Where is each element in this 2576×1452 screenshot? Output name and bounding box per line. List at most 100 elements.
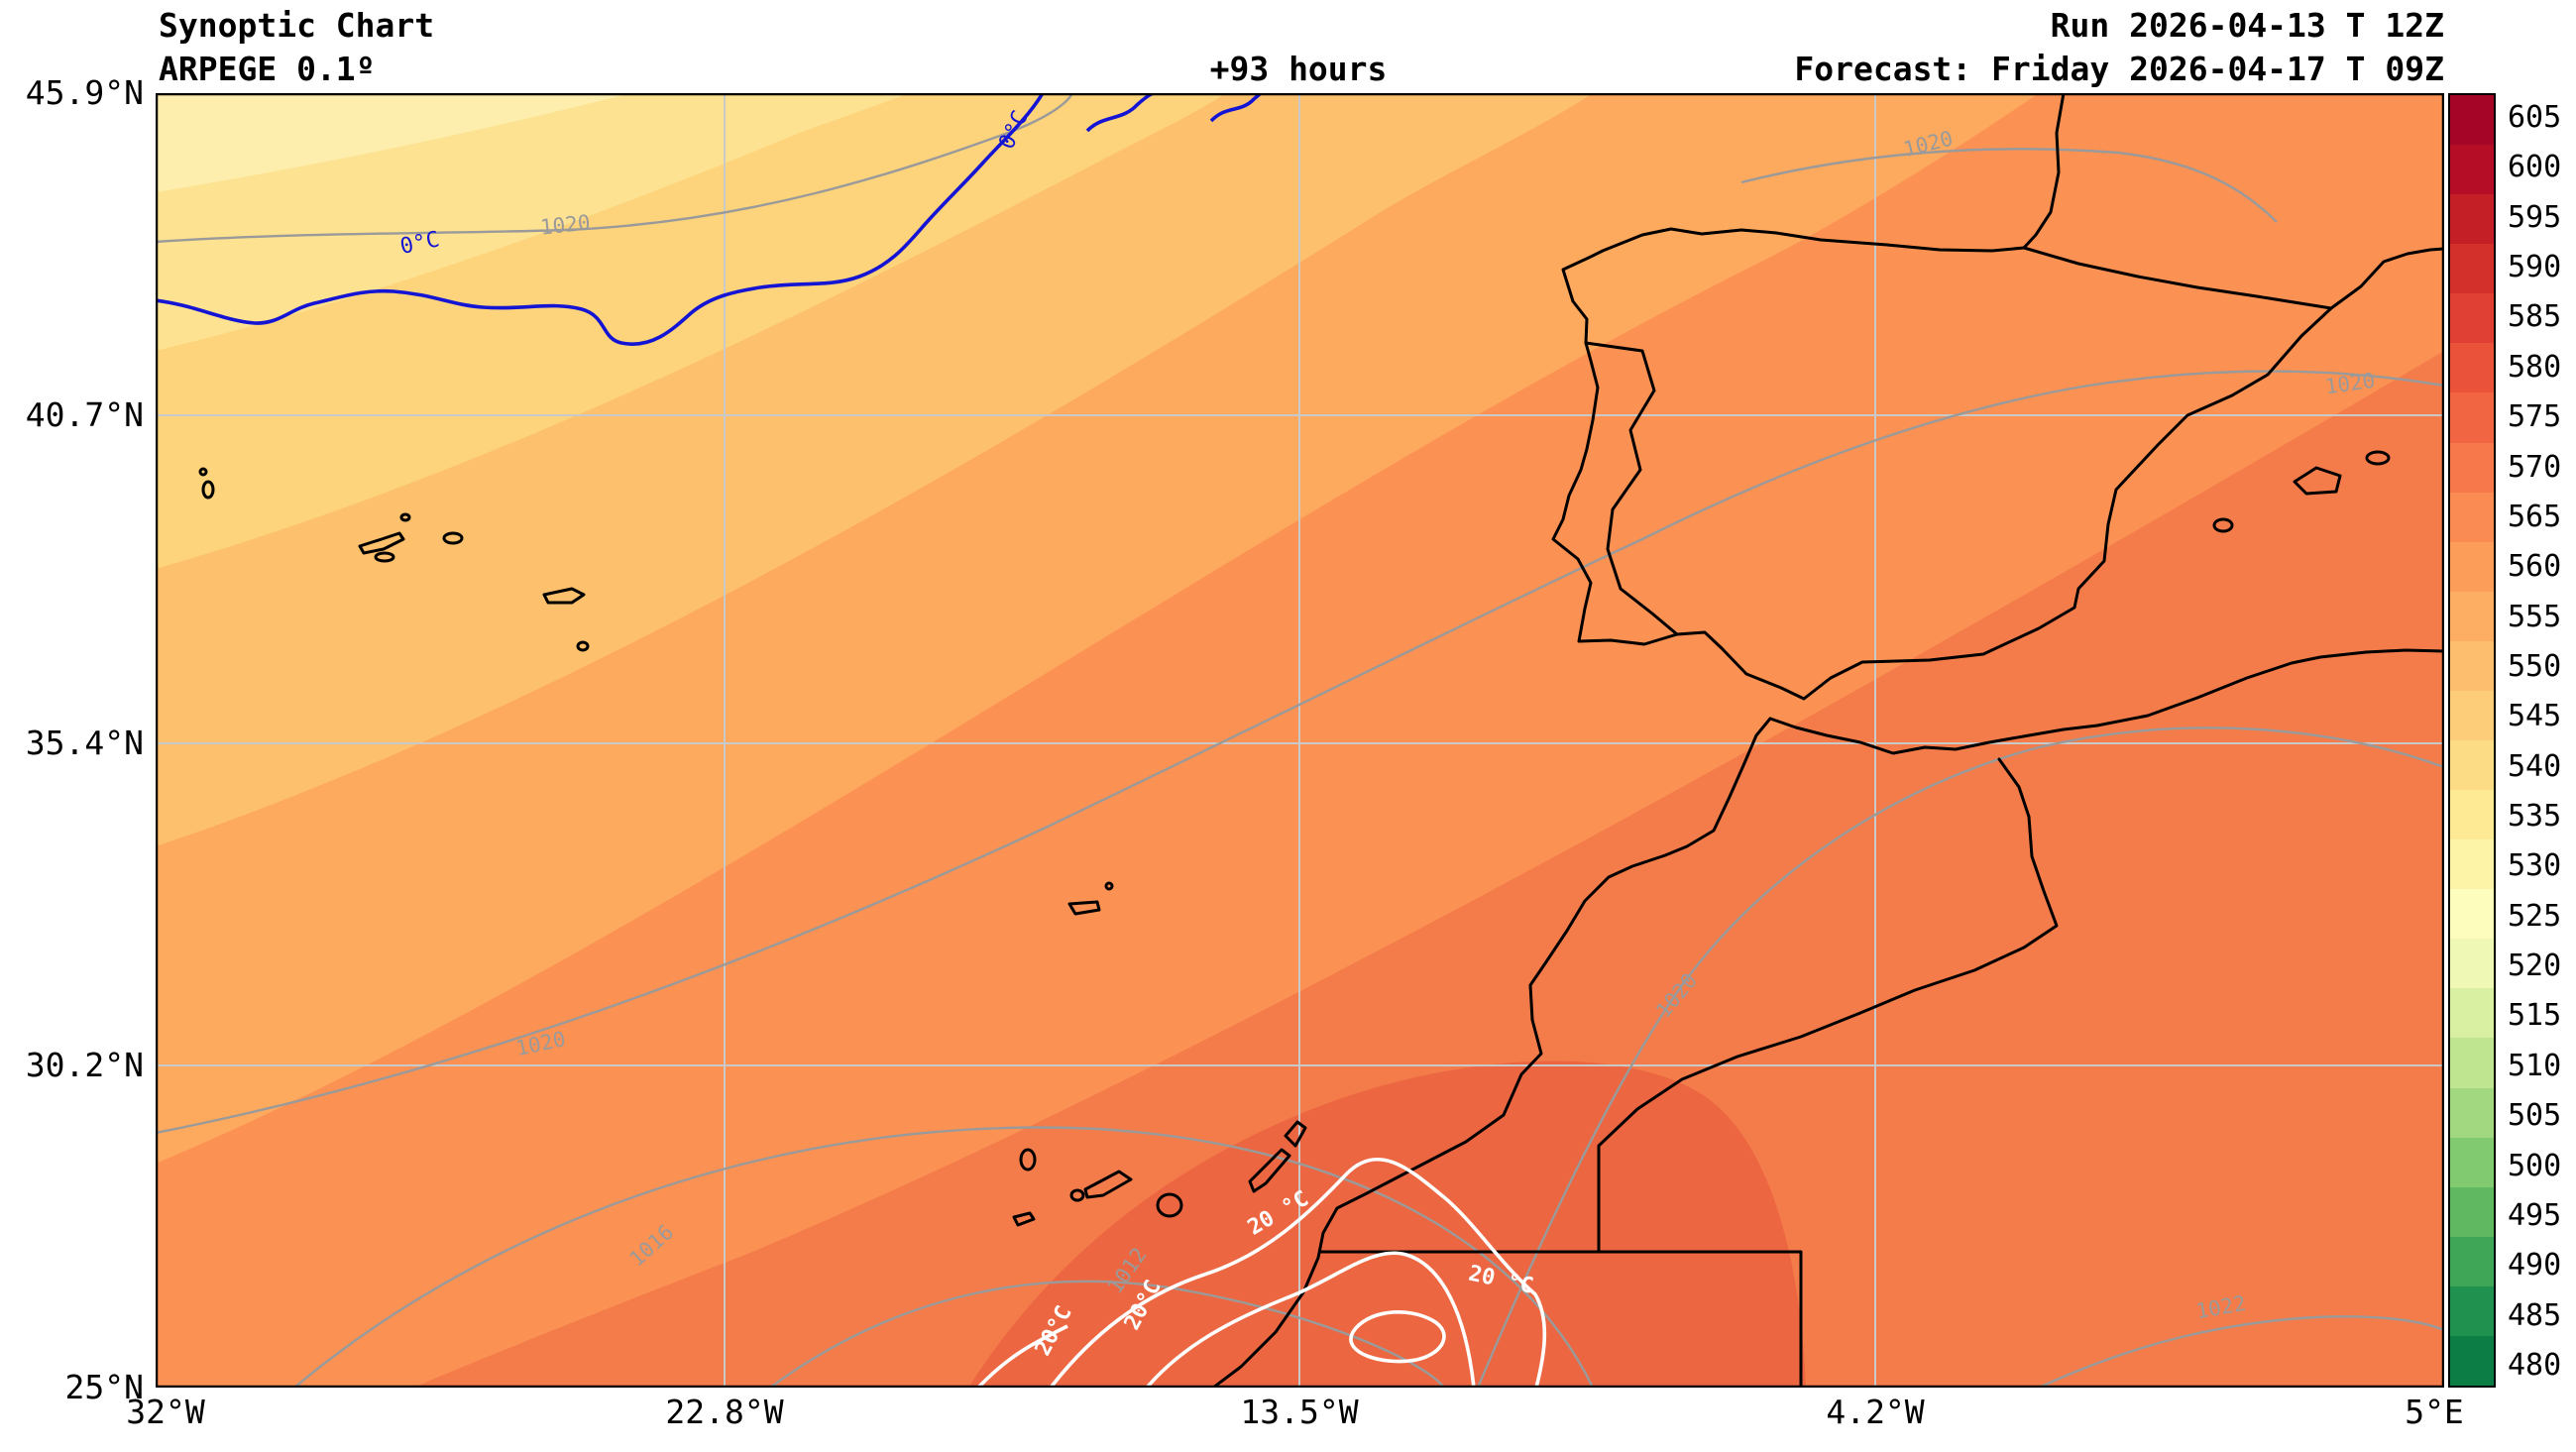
plot-frame: [156, 93, 2444, 1388]
island-graciosa: [399, 512, 411, 522]
coastline-iberia: [1551, 227, 2333, 701]
colorbar-tick-label: 490: [2508, 1248, 2562, 1284]
colorbar-band: [2450, 939, 2494, 989]
colorbar-band: [2450, 541, 2494, 592]
colorbar-band: [2450, 1137, 2494, 1187]
isobar-1020-west: [156, 370, 2444, 1135]
x-tick-13-5w: 13.5°W: [1240, 1393, 1359, 1431]
run-label: Run 2026-04-13 T 12Z: [2050, 6, 2444, 45]
island-flores: [201, 480, 215, 500]
x-tick-22-8w: 22.8°W: [665, 1393, 784, 1431]
colorbar-tick-label: 480: [2508, 1347, 2562, 1383]
colorbar-tick-label: 600: [2508, 150, 2562, 185]
isotherm-0c-segment-b: [1209, 93, 1263, 123]
coastlines-borders: [198, 93, 2444, 1388]
isotherm-20c: [976, 1157, 1547, 1388]
island-mallorca: [2293, 466, 2342, 496]
isobar-1020-northeast: [1740, 148, 2278, 223]
colorbar-tick-label: 550: [2508, 648, 2562, 684]
graticule-grid: [156, 93, 2444, 1388]
colorbar-band: [2450, 1186, 2494, 1237]
island-faial-sao-jorge: [358, 531, 405, 555]
colorbar-tick-label: 540: [2508, 748, 2562, 784]
islands-madeira: [1067, 881, 1114, 916]
forecast-label: Forecast: Friday 2026-04-17 T 09Z: [1794, 50, 2444, 88]
isobar-1022: [2038, 1315, 2444, 1388]
island-santa-maria: [576, 640, 590, 652]
colorbar-band: [2450, 95, 2494, 146]
colorbar-band: [2450, 591, 2494, 641]
colorbar-band: [2450, 640, 2494, 691]
colorbar-band: [2450, 293, 2494, 344]
colorbar-band: [2450, 1087, 2494, 1138]
isobar-1020-south: [1476, 726, 2444, 1388]
colorbar-band: [2450, 194, 2494, 245]
colorbar-band: [2450, 839, 2494, 890]
colorbar-tick-label: 505: [2508, 1098, 2562, 1134]
colorbar-tick-label: 510: [2508, 1048, 2562, 1083]
island-lanzarote: [1284, 1120, 1307, 1148]
isobar-labels: 1020 1020 1020 1020 1020 1016 1012 1022: [513, 126, 2376, 1323]
x-tick-5e: 5°E: [2405, 1393, 2464, 1431]
colorbar-tick-label: 575: [2508, 399, 2562, 435]
island-corvo: [198, 467, 208, 477]
colorbar-tick-label: 535: [2508, 799, 2562, 835]
synoptic-map: 1020 1020 1020 1020 1020 1016 1012 1022 …: [156, 93, 2444, 1388]
colorbar-tick-label: 520: [2508, 949, 2562, 984]
island-el-hierro: [1012, 1211, 1036, 1227]
y-tick-25n: 25°N: [64, 1368, 144, 1406]
colorbar-tick-label: 555: [2508, 599, 2562, 634]
colorbar-band: [2450, 442, 2494, 493]
colorbar-ticks: 605 600 595 590 585 580 575 570 565 560 555 550 545 5…: [2508, 93, 2561, 1388]
colorbar-tick-label: 495: [2508, 1197, 2562, 1233]
border-portugal-spain: [1584, 341, 1679, 636]
lead-time-label: +93 hours: [1209, 50, 1388, 88]
isotherm-20c-inner: [1145, 1251, 1476, 1388]
island-sao-miguel: [542, 587, 586, 605]
isobar-label-1020-d: 1020: [539, 210, 592, 239]
island-terceira: [442, 531, 464, 545]
page-title: Synoptic Chart: [159, 6, 435, 45]
coastline-morocco-atlantic: [1211, 717, 1772, 1388]
colorbar-tick-label: 500: [2508, 1148, 2562, 1183]
colorbar-tick-label: 570: [2508, 449, 2562, 485]
colorbar-band: [2450, 145, 2494, 195]
island-tenerife: [1083, 1170, 1133, 1199]
island-ibiza: [2212, 517, 2234, 533]
colorbar: [2448, 93, 2496, 1388]
colorbar-tick-label: 515: [2508, 998, 2562, 1034]
islands-balearic: [2212, 450, 2391, 533]
islands-azores: [198, 467, 590, 652]
colorbar-tick-label: 595: [2508, 199, 2562, 235]
x-tick-32w: 32°W: [126, 1393, 205, 1431]
colorbar-tick-label: 580: [2508, 349, 2562, 385]
colorbar-band: [2450, 690, 2494, 741]
colorbar-band: [2450, 1038, 2494, 1088]
isotherm-0c-main: [156, 93, 1045, 346]
isotherm-20c-loop: [1349, 1310, 1446, 1364]
map-plot-area: 1020 1020 1020 1020 1020 1016 1012 1022 …: [156, 93, 2444, 1388]
island-la-palma: [1019, 1148, 1037, 1172]
y-tick-30-2n: 30.2°N: [25, 1046, 144, 1084]
colorbar-band: [2450, 889, 2494, 940]
colorbar-tick-label: 530: [2508, 848, 2562, 884]
colorbar-tick-label: 560: [2508, 549, 2562, 585]
colorbar-band: [2450, 740, 2494, 791]
y-tick-40-7n: 40.7°N: [25, 395, 144, 434]
field-band-1: [156, 93, 631, 192]
island-madeira: [1067, 900, 1101, 916]
island-fuerteventura: [1248, 1148, 1291, 1193]
colorbar-tick-label: 605: [2508, 100, 2562, 135]
colorbar-tick-label: 565: [2508, 499, 2562, 534]
coastline-france-mediterranean: [2329, 247, 2444, 310]
isotherm-20c-tail: [976, 1324, 1068, 1388]
coastline-africa-mediterranean: [1768, 648, 2444, 755]
island-gran-canaria: [1156, 1192, 1183, 1218]
colorbar-tick-label: 545: [2508, 699, 2562, 734]
colorbar-tick-label: 585: [2508, 299, 2562, 335]
coastline-france-atlantic: [2022, 93, 2066, 250]
colorbar-band: [2450, 1335, 2494, 1387]
colorbar-band: [2450, 492, 2494, 542]
island-pico: [374, 551, 395, 563]
